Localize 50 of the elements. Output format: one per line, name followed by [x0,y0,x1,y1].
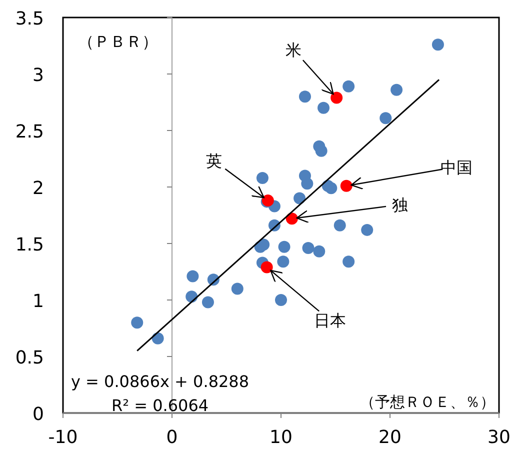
point [361,224,374,236]
point [278,240,290,253]
point [258,238,270,251]
y-tick-label: 2.5 [15,122,44,142]
annotation: 中国 [440,158,472,177]
point [340,180,352,192]
point [334,219,346,232]
point [330,92,343,104]
y-tick-label: 1.5 [15,234,44,256]
x-tick-label: 0 [166,427,178,448]
point [275,294,287,306]
point [231,282,244,295]
annotation: 英 [206,152,222,171]
x-tick-label: 10 [270,427,292,448]
point [315,144,328,157]
point [302,242,314,254]
point [202,296,214,308]
point [277,256,290,268]
point [380,112,392,124]
point [390,84,403,96]
point [432,38,444,51]
x-tick-label: 20 [378,427,402,448]
point [342,80,355,92]
annotation: R² = 0.6064 [111,396,209,415]
point [313,245,326,258]
x-axis-title: （予想ＲＯＥ、％） [360,393,495,411]
point [318,102,330,114]
y-tick-label: 0.5 [15,348,44,368]
point [186,270,199,282]
point [152,332,164,344]
annotation: 日本 [314,311,346,330]
annotation: 独 [392,196,408,215]
y-tick-label: 2 [32,178,44,199]
y-axis-title: （ＰＢＲ） [78,32,158,51]
point [298,90,311,103]
y-tick-label: 3.5 [15,8,44,30]
point [131,316,144,329]
annotation: y = 0.0866x + 0.8288 [70,372,250,391]
point [342,256,355,268]
y-tick-label: 0 [32,404,44,425]
point [294,192,306,204]
point [301,178,314,190]
y-tick-label: 1 [32,291,44,312]
point [260,261,273,274]
point [325,182,338,194]
x-tick-label: 30 [488,427,510,448]
x-tick-label: -10 [48,427,78,448]
y-tick-label: 3 [32,65,44,86]
point [256,172,268,184]
annotation: 米 [286,40,302,60]
